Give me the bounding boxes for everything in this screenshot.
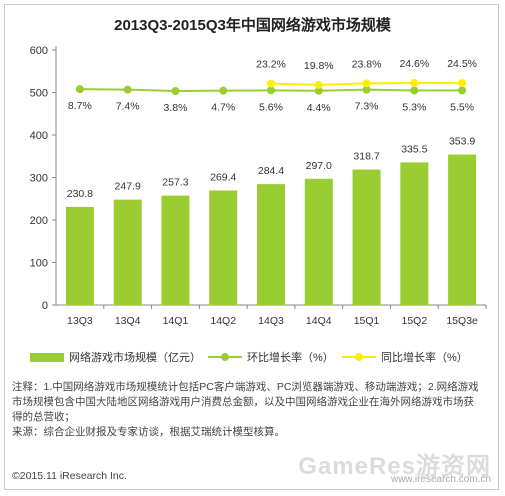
legend-swatch-yoy	[342, 352, 376, 362]
x-tick-label: 13Q3	[67, 315, 93, 327]
copyright-footer: ©2015.11 iResearch Inc.	[12, 470, 127, 482]
bar-value-label: 353.9	[449, 136, 475, 148]
yoy-growth-value-label: 19.8%	[304, 60, 334, 72]
ring-growth-value-label: 4.7%	[211, 102, 235, 114]
x-tick-label: 15Q3e	[446, 315, 478, 327]
x-tick-label: 15Q1	[354, 315, 380, 327]
x-tick-label: 14Q1	[163, 315, 189, 327]
ring-growth-value-label: 3.8%	[163, 102, 187, 114]
ring-growth-point	[219, 86, 228, 95]
legend-item-bar: 网络游戏市场规模（亿元）	[30, 349, 201, 365]
ring-growth-point	[75, 85, 84, 94]
legend-label-bar: 网络游戏市场规模（亿元）	[69, 352, 201, 364]
bar	[65, 206, 94, 305]
yoy-growth-point	[314, 80, 323, 89]
ring-growth-point	[123, 85, 132, 94]
bar-value-label: 230.8	[67, 188, 93, 200]
ring-growth-point	[410, 86, 419, 95]
bar	[304, 178, 333, 305]
y-tick-label: 400	[30, 130, 48, 142]
legend-label-ring: 环比增长率（%）	[247, 352, 334, 364]
y-tick-label: 600	[30, 45, 48, 57]
x-tick-label: 15Q2	[401, 315, 427, 327]
yoy-growth-point	[458, 79, 467, 88]
yoy-growth-value-label: 24.5%	[447, 58, 477, 70]
chart-frame	[4, 4, 499, 490]
ring-growth-point	[171, 87, 180, 96]
yoy-growth-point	[410, 79, 419, 88]
bar	[448, 154, 477, 305]
note-line-4: 来源：综合企业财报及专家访谈，根据艾瑞统计模型核算。	[12, 426, 285, 438]
legend-swatch-bar	[30, 352, 64, 362]
bar-value-label: 318.7	[353, 151, 379, 163]
x-tick-label: 14Q4	[306, 315, 332, 327]
ring-growth-value-label: 8.7%	[68, 100, 92, 112]
legend-swatch-ring	[208, 352, 242, 362]
watermark: GameRes游资网	[298, 453, 491, 480]
bar-value-label: 269.4	[210, 172, 236, 184]
legend-item-yoy: 同比增长率（%）	[342, 349, 468, 365]
y-tick-label: 200	[30, 215, 48, 227]
watermark-url: www.iresearch.com.cn	[390, 474, 491, 485]
note-line-3: 得的总营收；	[12, 411, 75, 423]
bar	[113, 199, 142, 305]
bar	[257, 184, 285, 305]
chart-canvas: 0 100 200 300 400 500 600 13Q3 13Q4 14Q1 14Q2 14Q3 1…	[30, 45, 487, 327]
yoy-growth-value-label: 23.8%	[352, 58, 382, 70]
chart-title: 2013Q3-2015Q3年中国网络游戏市场规模	[114, 17, 391, 34]
yoy-growth-value-label: 23.2%	[256, 59, 286, 71]
legend-item-ring: 环比增长率（%）	[208, 349, 334, 365]
y-tick-label: 500	[30, 88, 48, 100]
x-tick-label: 14Q3	[258, 315, 284, 327]
y-tick-label: 0	[42, 300, 48, 312]
yoy-growth-point	[362, 79, 371, 88]
ring-growth-value-label: 7.4%	[116, 101, 140, 113]
ring-growth-point	[362, 85, 371, 94]
bar-value-label: 247.9	[115, 181, 141, 193]
ring-growth-point	[267, 86, 275, 95]
bar	[352, 169, 381, 305]
x-tick-label: 13Q4	[115, 315, 141, 327]
legend-label-yoy: 同比增长率（%）	[381, 352, 468, 364]
ring-growth-point	[458, 86, 467, 95]
chart-notes: 注释：1.中国网络游戏市场规模统计包括PC客户端游戏、PC浏览器端游戏、移动端游…	[12, 380, 494, 440]
bar	[209, 190, 238, 305]
ring-growth-value-label: 5.6%	[259, 101, 283, 113]
ring-growth-point	[314, 86, 323, 95]
bar-value-label: 284.4	[258, 165, 284, 177]
ring-growth-value-label: 4.4%	[307, 102, 331, 114]
note-line-2: 市场规模包含中国大陆地区网络游戏用户消费总金额，以及中国网络游戏企业在海外网络游…	[12, 396, 474, 408]
note-line-1: 注释：1.中国网络游戏市场规模统计包括PC客户端游戏、PC浏览器端游戏、移动端游…	[12, 381, 479, 393]
bar-value-label: 335.5	[401, 143, 427, 155]
x-tick-label: 14Q2	[210, 315, 236, 327]
ring-growth-value-label: 5.3%	[402, 101, 426, 113]
y-tick-label: 300	[30, 173, 48, 185]
bar-value-label: 257.3	[162, 177, 188, 189]
y-tick-label: 100	[30, 258, 48, 270]
bar	[400, 162, 429, 305]
yoy-growth-value-label: 24.6%	[399, 58, 429, 70]
bar	[161, 195, 190, 305]
ring-growth-value-label: 7.3%	[355, 101, 379, 113]
chart-legend: 网络游戏市场规模（亿元） 环比增长率（%） 同比增长率（%）	[0, 349, 505, 365]
bar-value-label: 297.0	[306, 160, 332, 172]
yoy-growth-point	[267, 79, 275, 88]
ring-growth-value-label: 5.5%	[450, 101, 474, 113]
